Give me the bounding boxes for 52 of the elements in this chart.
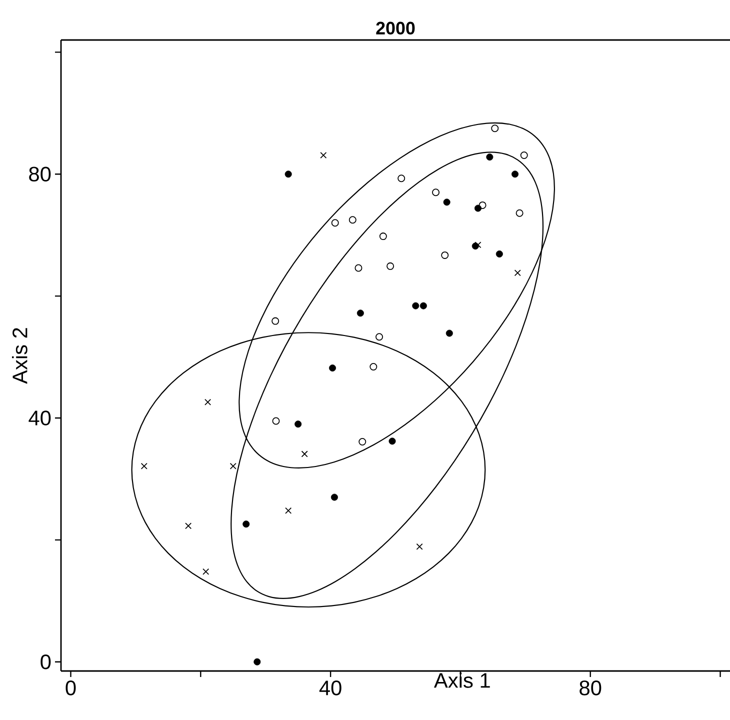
x-tick-label: 80	[580, 680, 602, 696]
point	[330, 494, 338, 501]
point	[294, 420, 302, 428]
point	[331, 219, 339, 227]
y-tick-label: 80	[29, 166, 51, 182]
point	[320, 152, 327, 158]
point	[398, 174, 406, 182]
point	[370, 363, 378, 371]
point	[284, 170, 292, 178]
point	[512, 170, 519, 178]
point	[140, 462, 148, 470]
point	[242, 520, 250, 528]
point	[520, 151, 528, 159]
point	[202, 568, 210, 575]
point	[420, 302, 427, 310]
point	[285, 507, 292, 514]
point	[348, 216, 356, 224]
point	[516, 209, 524, 217]
point	[358, 438, 366, 446]
point	[329, 364, 336, 372]
chart-title: 2000	[376, 22, 415, 34]
point	[379, 232, 387, 240]
point	[412, 302, 420, 310]
point	[441, 251, 449, 259]
point	[416, 543, 423, 550]
point	[388, 438, 396, 445]
point	[354, 264, 362, 272]
point	[443, 198, 450, 206]
x-axis-title: Axis 1	[434, 672, 490, 688]
point	[474, 242, 482, 248]
point	[230, 462, 236, 470]
point	[496, 250, 503, 258]
x-tick-label: 40	[319, 680, 342, 696]
point	[185, 522, 192, 530]
point	[301, 450, 308, 458]
y-axis-title: Axis 2	[12, 328, 28, 384]
point	[446, 330, 453, 337]
point	[478, 201, 486, 209]
point	[486, 154, 494, 161]
point	[491, 124, 499, 132]
point	[204, 398, 212, 406]
point	[514, 270, 521, 276]
y-tick-label: 0	[40, 654, 51, 670]
point	[272, 417, 280, 425]
point	[432, 188, 440, 196]
point	[386, 262, 394, 270]
y-tick-label: 40	[28, 410, 51, 426]
point	[376, 333, 384, 341]
point	[272, 317, 280, 325]
point	[254, 658, 261, 666]
x-tick-label: 0	[66, 680, 76, 696]
point	[356, 310, 364, 317]
